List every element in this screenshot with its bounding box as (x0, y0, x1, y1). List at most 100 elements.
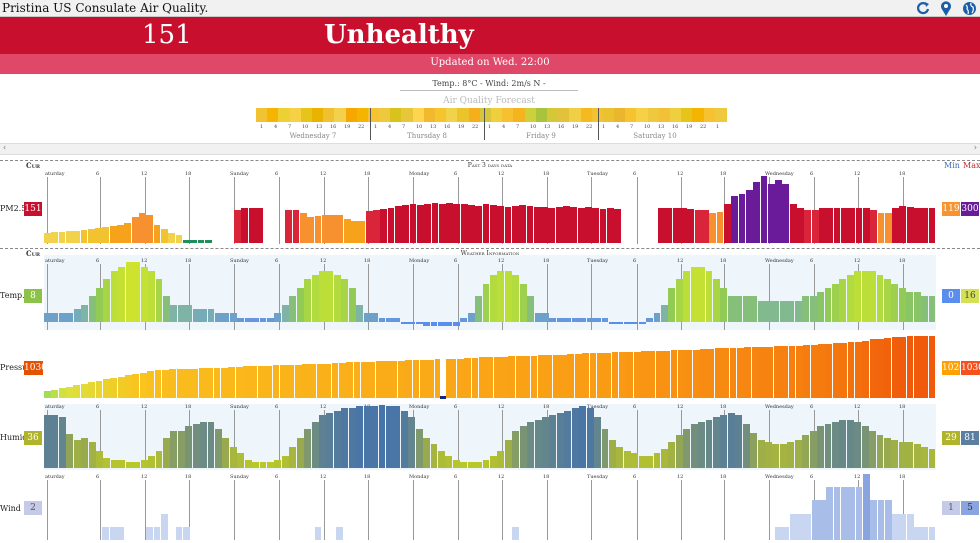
pm25-bar (694, 209, 702, 243)
grid-line (903, 410, 904, 468)
grid-line (234, 410, 235, 468)
pressure-bar (471, 357, 479, 398)
scroll-left-arrow-icon[interactable]: ‹ (3, 143, 7, 152)
scroll-right-arrow-icon[interactable]: › (973, 143, 977, 152)
pressure-bar (324, 363, 331, 398)
humidity-max-badge: 81 (961, 431, 979, 445)
globe-icon[interactable] (960, 0, 978, 16)
axis-tick-label: 18 (899, 171, 906, 177)
temp-bar (125, 262, 133, 322)
temp-bar (735, 296, 743, 322)
temp-bar (393, 317, 401, 322)
temp-bar (289, 296, 297, 322)
axis-tick-label: aturday (45, 258, 65, 264)
pm25-bar (438, 203, 446, 243)
axis-tick-label: Monday (409, 258, 430, 264)
pressure-bar (751, 347, 759, 398)
temp-bar (564, 317, 572, 322)
forecast-hour-label: 4 (388, 124, 392, 130)
pressure-bar (309, 364, 317, 398)
refresh-icon[interactable] (914, 0, 932, 16)
pm25-bar (358, 221, 366, 243)
cur-label: Cur (26, 249, 41, 258)
pm25-bar (782, 183, 790, 243)
humidity-bar (244, 460, 252, 468)
pressure-bar (243, 366, 250, 398)
pressure-bar (759, 346, 766, 398)
pm25-bar (504, 206, 512, 243)
axis-tick-label: 18 (720, 474, 727, 480)
grid-line (458, 410, 459, 468)
pm25-bar (914, 207, 921, 243)
axis-tick-label: 12 (320, 258, 327, 264)
axis-tick-label: 6 (454, 474, 458, 480)
temp-bar (460, 317, 468, 322)
pm25-bar (592, 207, 600, 243)
temp-bar (341, 279, 349, 322)
pm25-bar (453, 203, 461, 243)
forecast-day-divider (598, 108, 599, 140)
pressure-bar (464, 357, 472, 398)
axis-tick-label: Wednesday (765, 474, 794, 480)
updated-band: Updated on Wed. 22:00 (0, 54, 980, 74)
forecast-cell (636, 108, 649, 122)
axis-tick-label: 6 (633, 474, 637, 480)
temp-bar (467, 313, 475, 322)
wind-bar (102, 526, 110, 540)
axis-tick-label: 6 (275, 171, 279, 177)
humidity-bar (73, 439, 81, 468)
axis-tick-label: Tuesday (587, 171, 609, 177)
forecast-hour-label: 22 (586, 124, 593, 130)
pressure-bar (427, 359, 435, 398)
grid-line (145, 480, 146, 540)
pressure-bar (921, 336, 929, 398)
pm25-bar (606, 207, 614, 243)
pm25-bar (475, 205, 483, 243)
axis-tick-label: 18 (185, 404, 192, 410)
axis-tick-label: 6 (275, 474, 279, 480)
grid-line (324, 177, 325, 244)
forecast-hour-label: 7 (288, 124, 292, 130)
humidity-bar (839, 419, 847, 468)
grid-line (189, 480, 190, 540)
temp-bar (259, 317, 267, 322)
temp-bar (497, 270, 505, 322)
pressure-bar (810, 345, 818, 398)
forecast-hour-label: 1 (488, 124, 492, 130)
pressure-bar (478, 357, 486, 398)
temp-bar (371, 313, 378, 322)
temp-bar (296, 287, 304, 322)
temp-bar (274, 313, 282, 322)
axis-tick-label: 6 (96, 404, 100, 410)
forecast-hour-label: 22 (358, 124, 365, 130)
temp-bar (653, 313, 661, 322)
humidity-bar (861, 426, 869, 468)
forecast-hour-label: 10 (416, 124, 423, 130)
pm25-bar (855, 207, 863, 243)
forecast-cell (681, 108, 694, 122)
humidity-bar (772, 444, 780, 468)
wind-bar (314, 526, 322, 540)
pressure-bar (272, 365, 280, 398)
horizontal-scrollbar[interactable]: ‹ › (0, 143, 980, 155)
pm25-bar (723, 203, 731, 243)
pressure-bar (390, 360, 398, 398)
forecast-hour-label: 13 (430, 124, 437, 130)
pm25-bar (563, 205, 570, 243)
grid-line (637, 264, 638, 330)
axis-tick-label: 18 (720, 258, 727, 264)
location-pin-icon[interactable] (937, 0, 955, 16)
pressure-bar (803, 345, 811, 398)
pm25-bar (241, 207, 249, 243)
axis-tick-label: 18 (720, 404, 727, 410)
forecast-hour-label: 1 (716, 124, 720, 130)
axis-tick-label: Sunday (230, 474, 249, 480)
pm25-bar (672, 207, 680, 243)
pm25-bar (585, 206, 592, 243)
axis-tick-label: 6 (633, 404, 637, 410)
wind-bar (789, 513, 797, 540)
pressure-bar (766, 346, 774, 398)
pm25-bar (548, 207, 556, 243)
pressure-bar (501, 356, 508, 398)
pressure-bar (419, 359, 427, 398)
